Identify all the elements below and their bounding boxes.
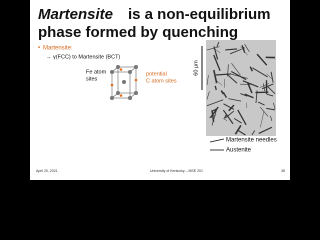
needle bbox=[251, 130, 256, 136]
needle bbox=[228, 98, 242, 102]
page: Martensite is a non-equilibrium phase fo… bbox=[30, 0, 290, 180]
fe-label: sites bbox=[86, 76, 98, 82]
needle bbox=[216, 41, 220, 48]
needle bbox=[206, 75, 209, 85]
needle bbox=[213, 54, 221, 71]
needle bbox=[270, 115, 273, 121]
needle bbox=[234, 124, 242, 135]
needle bbox=[258, 126, 273, 134]
needle bbox=[227, 64, 229, 77]
austenite-label: Austenite bbox=[226, 148, 252, 154]
needle bbox=[220, 90, 225, 95]
needle bbox=[259, 106, 269, 117]
fe-atoms bbox=[110, 65, 138, 100]
needle bbox=[266, 93, 274, 97]
needle bbox=[222, 109, 234, 125]
fe-label: Fe atom bbox=[86, 69, 107, 75]
needle bbox=[257, 101, 265, 106]
footer-course: University of Kentucky – MSE 201 bbox=[150, 169, 203, 173]
needle bbox=[213, 48, 221, 54]
bullet-dot: • bbox=[38, 46, 40, 52]
bullet-heading: Martensite: bbox=[43, 46, 73, 52]
needle bbox=[252, 67, 268, 78]
needle bbox=[256, 53, 268, 66]
footer-date: April 20, 2021 bbox=[36, 169, 58, 173]
needle bbox=[259, 83, 270, 88]
needle bbox=[249, 66, 254, 72]
needle bbox=[213, 69, 218, 84]
needle bbox=[260, 111, 265, 128]
needle bbox=[206, 99, 224, 107]
needle bbox=[263, 83, 266, 92]
c-label: potential bbox=[146, 71, 167, 77]
needle bbox=[228, 104, 235, 112]
micrograph-texture bbox=[206, 41, 276, 136]
title-emphasis: Martensite bbox=[38, 6, 113, 23]
c-label: C atom sites bbox=[146, 78, 177, 84]
needle bbox=[224, 110, 235, 119]
needle bbox=[206, 91, 210, 100]
needle bbox=[237, 109, 247, 126]
footer-page: 38 bbox=[281, 169, 285, 173]
needle bbox=[243, 46, 245, 54]
needle bbox=[223, 118, 228, 121]
needle bbox=[270, 71, 274, 83]
needle bbox=[240, 93, 248, 97]
needle bbox=[226, 73, 238, 84]
needle bbox=[244, 44, 250, 53]
title-line1: is a non-equilibrium bbox=[128, 6, 271, 23]
needle bbox=[211, 108, 218, 126]
needle bbox=[213, 46, 219, 60]
needle bbox=[223, 103, 235, 110]
slide-screenshot: Martensite is a non-equilibrium phase fo… bbox=[30, 0, 290, 180]
needle bbox=[242, 80, 259, 88]
needle bbox=[215, 73, 232, 76]
needle bbox=[273, 102, 276, 109]
scale-label: 60 μm bbox=[193, 60, 199, 76]
pointer bbox=[209, 138, 225, 143]
needles-label: Martensite needles bbox=[226, 138, 277, 144]
bullet-sub: → γ(FCC) to Martensite (BCT) bbox=[46, 54, 120, 60]
needle bbox=[244, 93, 254, 99]
needle bbox=[233, 117, 242, 124]
needle bbox=[206, 46, 220, 51]
needle bbox=[212, 108, 217, 112]
needle bbox=[231, 71, 247, 81]
needle bbox=[266, 107, 276, 111]
needle bbox=[261, 83, 274, 90]
needle bbox=[266, 73, 273, 80]
needle bbox=[231, 63, 241, 76]
needle bbox=[255, 90, 258, 104]
needle bbox=[225, 48, 238, 51]
needle bbox=[229, 48, 242, 55]
needle bbox=[214, 85, 217, 91]
title-line2: phase formed by quenching bbox=[38, 24, 238, 41]
needle bbox=[237, 129, 246, 136]
c-sites bbox=[110, 68, 138, 97]
